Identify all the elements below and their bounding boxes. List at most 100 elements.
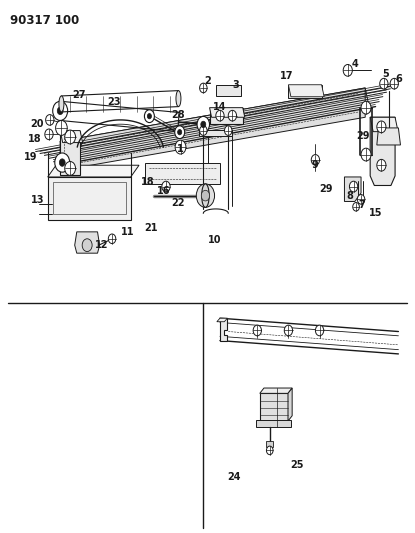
Polygon shape — [377, 128, 400, 145]
Bar — [145, 163, 220, 184]
Circle shape — [315, 325, 324, 336]
Polygon shape — [288, 388, 292, 421]
Bar — [256, 420, 291, 427]
Polygon shape — [60, 131, 83, 142]
Circle shape — [201, 190, 210, 201]
Text: 9: 9 — [311, 160, 318, 170]
Bar — [210, 108, 243, 124]
Text: 13: 13 — [31, 195, 44, 205]
Circle shape — [175, 140, 186, 154]
Text: 19: 19 — [24, 152, 38, 162]
Circle shape — [46, 115, 54, 125]
Bar — [288, 85, 322, 98]
Circle shape — [53, 101, 68, 120]
Text: 22: 22 — [171, 198, 184, 207]
Text: 8: 8 — [346, 191, 353, 201]
Text: 20: 20 — [31, 119, 44, 128]
Circle shape — [311, 155, 320, 165]
Polygon shape — [220, 318, 227, 341]
Circle shape — [361, 148, 371, 161]
Circle shape — [200, 126, 207, 135]
Circle shape — [266, 446, 273, 455]
Circle shape — [65, 161, 76, 175]
Text: 27: 27 — [72, 90, 85, 100]
Bar — [199, 130, 232, 136]
Polygon shape — [48, 165, 139, 177]
Text: 18: 18 — [141, 177, 154, 187]
Bar — [266, 441, 273, 447]
Ellipse shape — [202, 184, 209, 207]
Bar — [216, 85, 241, 96]
Circle shape — [197, 116, 210, 132]
Polygon shape — [60, 88, 365, 171]
Circle shape — [200, 83, 207, 93]
Bar — [60, 131, 80, 175]
Text: 6: 6 — [395, 74, 402, 84]
Circle shape — [353, 203, 359, 211]
Circle shape — [377, 159, 386, 171]
Text: 14: 14 — [213, 102, 227, 111]
Bar — [53, 182, 126, 214]
Text: 11: 11 — [121, 227, 134, 237]
Text: 90317 100: 90317 100 — [10, 14, 80, 27]
Circle shape — [253, 325, 261, 336]
Text: 21: 21 — [145, 223, 158, 233]
Polygon shape — [260, 388, 292, 393]
Polygon shape — [344, 177, 361, 201]
Circle shape — [390, 78, 398, 89]
Circle shape — [108, 234, 116, 244]
Bar — [48, 177, 131, 220]
Circle shape — [147, 114, 151, 119]
Text: 5: 5 — [383, 69, 389, 78]
Circle shape — [284, 325, 293, 336]
Polygon shape — [217, 318, 227, 322]
Polygon shape — [370, 117, 395, 185]
Text: 12: 12 — [95, 240, 108, 250]
Circle shape — [380, 78, 388, 89]
Circle shape — [144, 110, 154, 123]
Text: 4: 4 — [352, 59, 358, 69]
Text: 25: 25 — [290, 460, 303, 470]
Circle shape — [59, 159, 65, 166]
Circle shape — [196, 184, 215, 207]
Text: 24: 24 — [228, 472, 241, 482]
Text: 17: 17 — [280, 71, 293, 80]
Circle shape — [225, 126, 232, 135]
Circle shape — [56, 120, 67, 135]
Ellipse shape — [59, 96, 64, 112]
Polygon shape — [210, 108, 245, 117]
Ellipse shape — [176, 91, 181, 107]
Polygon shape — [288, 85, 324, 97]
Text: 10: 10 — [208, 235, 222, 245]
Text: 3: 3 — [232, 80, 239, 90]
Circle shape — [45, 129, 53, 140]
Circle shape — [82, 239, 92, 252]
Bar — [260, 393, 288, 421]
Circle shape — [162, 181, 170, 192]
Circle shape — [377, 121, 386, 133]
Text: 7: 7 — [359, 200, 365, 210]
Text: 23: 23 — [107, 98, 121, 107]
Text: 28: 28 — [171, 110, 184, 119]
Circle shape — [357, 195, 365, 204]
Circle shape — [343, 64, 352, 76]
Circle shape — [349, 181, 358, 192]
Polygon shape — [60, 88, 370, 165]
Circle shape — [201, 121, 206, 127]
Circle shape — [65, 130, 76, 144]
Polygon shape — [75, 232, 100, 253]
Text: 16: 16 — [157, 186, 171, 196]
Text: 2: 2 — [204, 76, 211, 86]
Circle shape — [216, 110, 224, 121]
Circle shape — [55, 153, 70, 172]
Circle shape — [178, 130, 182, 135]
Text: 29: 29 — [319, 184, 332, 194]
Circle shape — [175, 126, 185, 139]
Polygon shape — [370, 117, 398, 132]
Text: 15: 15 — [369, 208, 382, 218]
Text: 29: 29 — [356, 131, 370, 141]
Circle shape — [228, 110, 237, 121]
Circle shape — [361, 101, 371, 114]
Text: 18: 18 — [28, 134, 42, 143]
Text: 1: 1 — [177, 144, 184, 154]
